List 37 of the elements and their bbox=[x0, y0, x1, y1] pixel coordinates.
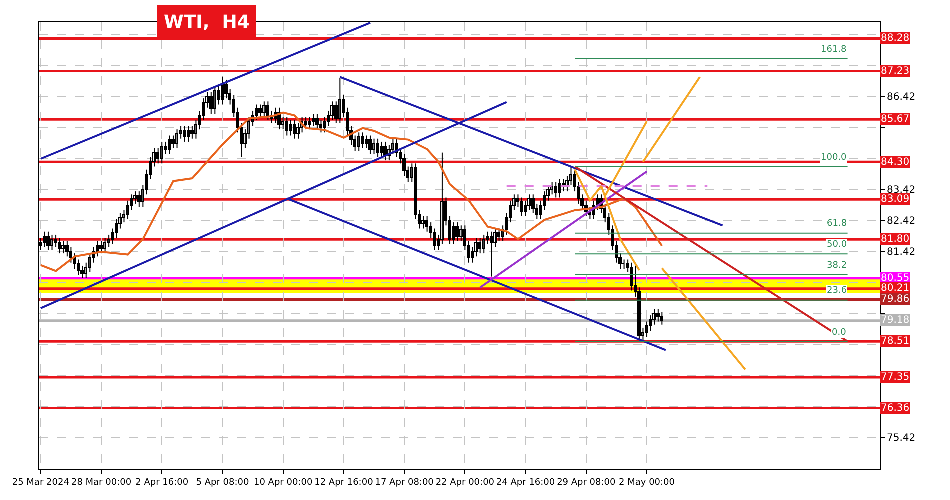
ref-line-label: 84.30 bbox=[881, 157, 910, 168]
ref-line-label: 79.18 bbox=[881, 315, 910, 326]
x-tick-label: 12 Apr 16:00 bbox=[314, 478, 374, 488]
ref-line-label: 83.09 bbox=[881, 194, 910, 205]
x-tick-label: 28 Mar 00:00 bbox=[71, 478, 132, 488]
y-tick-label: 81.42 bbox=[887, 246, 916, 258]
series-label: 61.8 bbox=[827, 219, 848, 229]
x-tick-label: 2 Apr 16:00 bbox=[136, 478, 189, 488]
x-tick-label: 10 Apr 00:00 bbox=[254, 478, 313, 488]
series-label: 161.8 bbox=[821, 45, 848, 55]
ref-line-label: 80.21 bbox=[881, 283, 910, 294]
series-label: 38.2 bbox=[827, 261, 848, 271]
y-tick-label: 83.42 bbox=[887, 184, 916, 196]
ref-line-label: 78.51 bbox=[881, 336, 910, 347]
y-tick-label: 75.42 bbox=[887, 432, 916, 444]
x-tick-label: 25 Mar 2024 bbox=[12, 478, 70, 488]
y-tick-label: 82.42 bbox=[887, 216, 916, 227]
series-label: 50.0 bbox=[827, 240, 848, 250]
ref-line-label: 77.35 bbox=[881, 372, 910, 383]
y-tick-label: 86.42 bbox=[887, 92, 916, 103]
ref-line-label: 85.67 bbox=[881, 114, 910, 125]
chart-title: WTI, H4 bbox=[164, 12, 250, 33]
series-label: 0.0 bbox=[832, 328, 847, 338]
x-tick-label: 5 Apr 08:00 bbox=[196, 478, 250, 488]
ref-line-label: 81.80 bbox=[881, 234, 910, 245]
series-label: 100.0 bbox=[821, 153, 848, 163]
ref-line-label: 88.28 bbox=[881, 33, 910, 44]
ref-line-label: 80.55 bbox=[881, 273, 910, 284]
ref-line-label: 79.86 bbox=[881, 294, 910, 305]
x-tick-label: 22 Apr 00:00 bbox=[436, 478, 495, 488]
x-tick-label: 29 Apr 08:00 bbox=[557, 478, 616, 488]
x-tick-label: 2 May 00:00 bbox=[619, 478, 676, 488]
series-label: 23.6 bbox=[827, 286, 848, 296]
x-tick-label: 24 Apr 16:00 bbox=[496, 478, 556, 488]
ref-line-label: 76.36 bbox=[881, 403, 910, 414]
x-tick-label: 17 Apr 08:00 bbox=[375, 478, 434, 488]
ref-line-label: 87.23 bbox=[881, 66, 910, 77]
